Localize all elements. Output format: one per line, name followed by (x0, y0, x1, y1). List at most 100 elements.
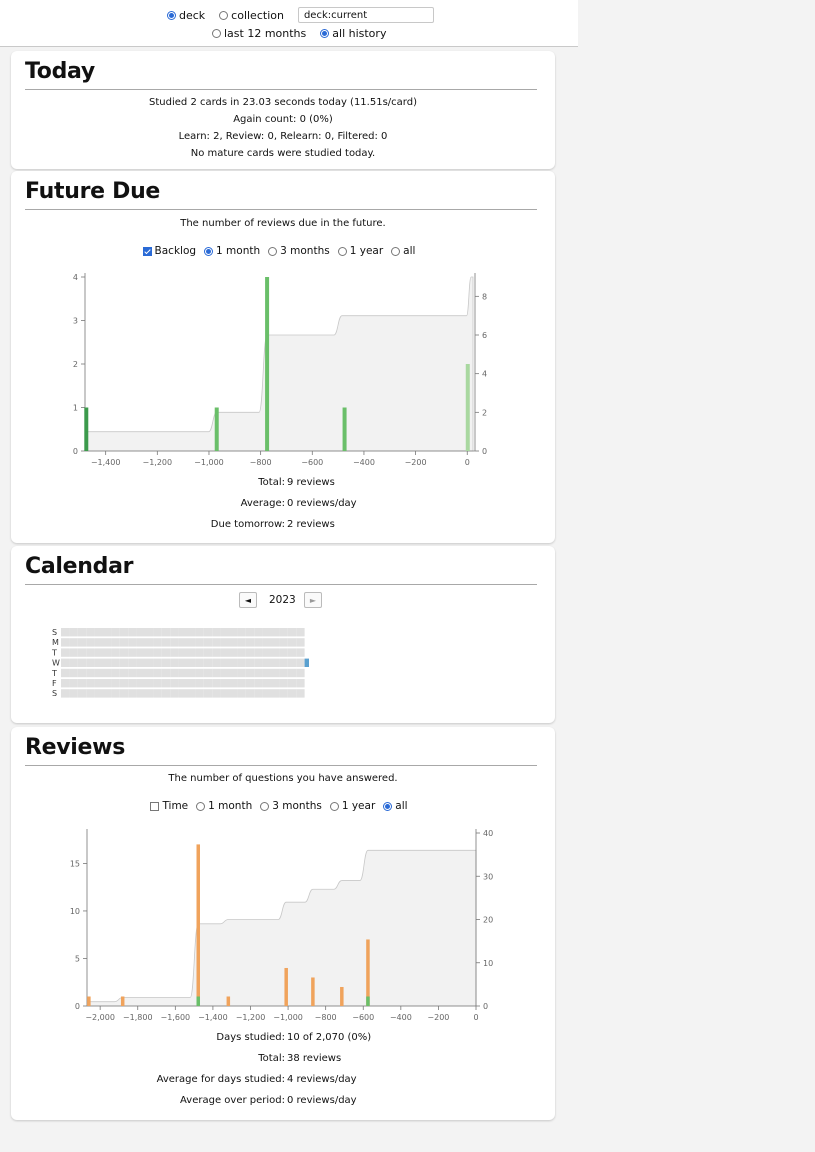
calendar-day (195, 648, 204, 657)
fd-stat-average-value: 0 reviews/day (287, 498, 357, 509)
rv-bar (366, 939, 370, 1006)
prev-year-button[interactable]: ◄ (239, 592, 257, 608)
fd-all-radio[interactable] (391, 246, 401, 256)
fd-y-tick-label: 3 (73, 317, 78, 326)
calendar-day-label: W (52, 659, 60, 668)
rv-1-year-option[interactable]: 1 year (329, 800, 375, 812)
fd-1-year-option[interactable]: 1 year (337, 245, 383, 257)
calendar-day (296, 648, 305, 657)
rv-3-months-radio[interactable] (260, 801, 270, 811)
calendar-day (229, 658, 238, 667)
calendar-day (103, 638, 112, 647)
calendar-day (254, 648, 263, 657)
calendar-day (271, 638, 280, 647)
calendar-day (229, 628, 238, 637)
time-checkbox[interactable] (150, 801, 160, 811)
rv-all-radio[interactable] (383, 801, 393, 811)
calendar-day (153, 679, 162, 688)
scope-collection-option[interactable]: collection (219, 9, 284, 22)
calendar-day (103, 679, 112, 688)
calendar-day (69, 628, 78, 637)
calendar-day (237, 638, 246, 647)
rv-bar (120, 996, 125, 1006)
calendar-day (69, 689, 78, 698)
calendar-day (187, 628, 196, 637)
rv-bar-learn-segment (196, 996, 201, 1006)
next-year-button[interactable]: ► (304, 592, 322, 608)
fd-3-months-option[interactable]: 3 months (268, 245, 330, 257)
rv-x-tick-label: 0 (473, 1013, 478, 1022)
calendar-day (262, 638, 271, 647)
calendar-day (69, 638, 78, 647)
scope-deck-option[interactable]: deck (167, 9, 205, 22)
calendar-day (195, 638, 204, 647)
backlog-option[interactable]: Backlog (142, 245, 196, 257)
search-input[interactable] (297, 7, 434, 23)
rv-all-option[interactable]: all (383, 800, 408, 812)
calendar-day-label: T (51, 669, 57, 678)
fd-1-month-radio[interactable] (204, 246, 214, 256)
calendar-day (61, 638, 70, 647)
rv-1-year-radio[interactable] (329, 801, 339, 811)
time-option[interactable]: Time (150, 800, 188, 812)
calendar-day (287, 628, 297, 637)
fd-all-option[interactable]: all (391, 245, 415, 257)
calendar-day (203, 668, 213, 678)
calendar-day (145, 638, 154, 647)
rv-stat-days-label: Days studied: (216, 1032, 285, 1043)
calendar-day (86, 668, 95, 678)
range-12m-radio[interactable] (212, 29, 221, 38)
calendar-day (161, 679, 171, 688)
collection-radio[interactable] (219, 10, 229, 20)
calendar-day (187, 668, 196, 678)
calendar-day (262, 689, 271, 698)
future-due-chart[interactable]: 0 1 2 3 4 0 2 4 6 8 −1,400 −1,200 −1,000 −800 −600 −400… (11, 267, 555, 472)
calendar-day (287, 679, 297, 688)
rv-x-tick-label: −400 (390, 1013, 412, 1022)
rv-cumulative-area (87, 849, 477, 1007)
calendar-day (86, 648, 95, 657)
fd-3-months-radio[interactable] (268, 246, 278, 256)
calendar-day (77, 638, 87, 647)
rv-1-month-label: 1 month (208, 800, 253, 812)
calendar-day (262, 648, 271, 657)
fd-1-month-option[interactable]: 1 month (204, 245, 260, 257)
calendar-day (279, 689, 288, 698)
calendar-day (145, 648, 154, 657)
calendar-day (178, 628, 187, 637)
calendar-day (136, 638, 145, 647)
fd-1-year-radio[interactable] (337, 246, 347, 256)
calendar-day (94, 648, 103, 657)
rv-y2-tick-label: 10 (483, 959, 493, 968)
rv-stat-days-value: 10 of 2,070 (0%) (287, 1032, 372, 1043)
calendar-day (103, 648, 112, 657)
rv-3-months-option[interactable]: 3 months (260, 800, 322, 812)
range-12-months-option[interactable]: last 12 months (212, 27, 306, 40)
rv-1-month-option[interactable]: 1 month (196, 800, 252, 812)
fd-bar (342, 407, 347, 451)
calendar-day (136, 668, 145, 678)
calendar-day (254, 689, 263, 698)
backlog-checkbox[interactable] (142, 246, 152, 256)
calendar-day (128, 638, 137, 647)
fd-bar (465, 364, 470, 451)
calendar-day (262, 679, 271, 688)
calendar-day (254, 658, 263, 667)
calendar-day (61, 679, 70, 688)
fd-bar (214, 407, 219, 451)
deck-radio[interactable] (167, 10, 176, 20)
range-all-radio[interactable] (320, 29, 330, 38)
range-all-history-option[interactable]: all history (320, 27, 386, 40)
calendar-day (287, 638, 297, 647)
calendar-day (94, 638, 103, 647)
calendar-day (111, 668, 120, 678)
calendar-day (77, 679, 87, 688)
calendar-day (86, 689, 95, 698)
calendar-day (271, 628, 280, 637)
rv-1-month-radio[interactable] (196, 801, 206, 811)
calendar-title: Calendar (25, 554, 134, 579)
scope-row: deck collection (167, 7, 434, 23)
